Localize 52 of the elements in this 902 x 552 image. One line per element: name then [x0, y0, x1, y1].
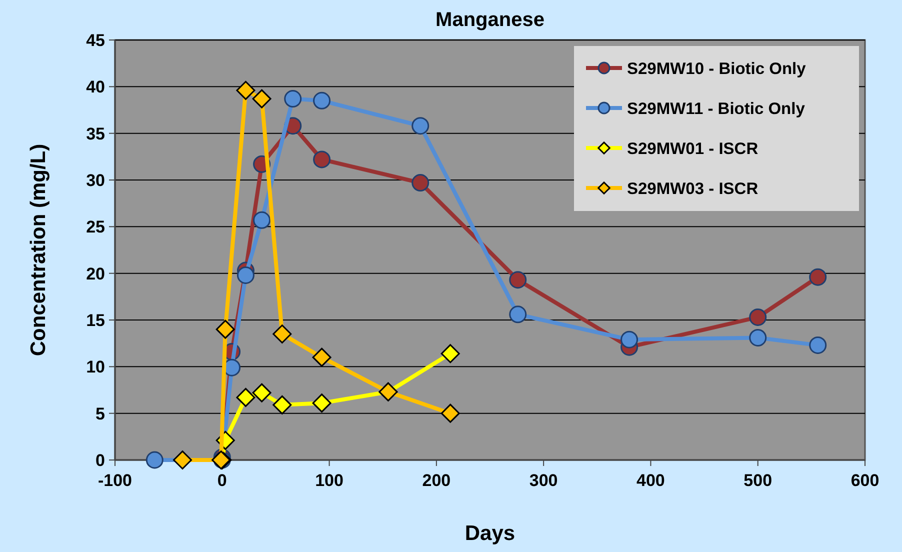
point [440, 404, 460, 423]
y-tick-label: 15 [86, 310, 105, 330]
x-tick-label: 100 [315, 471, 344, 490]
legend-label: S29MW11 - Biotic Only [627, 100, 806, 118]
legend-label: S29MW03 - ISCR [627, 180, 758, 198]
x-tick-label: 300 [529, 471, 558, 490]
point [216, 320, 235, 339]
x-axis-title: Days [464, 522, 516, 545]
y-tick-label: 35 [86, 124, 105, 144]
point [749, 308, 767, 326]
point [236, 266, 254, 284]
legend-label: S29MW10 - Biotic Only [627, 60, 807, 78]
x-tick-label: 500 [744, 471, 772, 490]
point [809, 336, 827, 354]
point [809, 268, 827, 286]
y-tick-label: 10 [86, 358, 105, 377]
point [236, 388, 256, 407]
y-tick-label: 40 [86, 78, 105, 97]
point [313, 92, 331, 110]
point [620, 330, 638, 348]
point [412, 117, 430, 135]
x-tick-label: 400 [636, 471, 665, 490]
point [509, 271, 527, 289]
point [146, 451, 164, 469]
point [236, 80, 256, 100]
point [252, 89, 272, 108]
x-tick-label: 0 [217, 471, 227, 490]
x-tick-label: -100 [98, 471, 132, 490]
y-axis-title: Concentration (mg/L) [27, 144, 50, 356]
chart-title: Manganese [436, 9, 544, 31]
point [412, 174, 430, 192]
x-tick-label: 600 [850, 471, 880, 490]
point [509, 306, 527, 324]
point [312, 348, 332, 367]
point [272, 324, 292, 344]
legend-label: S29MW01 - ISCR [627, 140, 758, 158]
y-tick-label: 5 [96, 404, 105, 424]
y-tick-label: 20 [86, 264, 105, 284]
y-tick-label: 25 [86, 218, 105, 237]
point [173, 450, 192, 470]
y-tick-label: 30 [86, 170, 105, 190]
x-tick-label: 200 [422, 471, 451, 490]
point [253, 211, 271, 229]
y-tick-label: 45 [86, 30, 105, 50]
point [252, 383, 272, 402]
point [284, 90, 302, 108]
point [440, 344, 460, 364]
y-tick-label: 0 [96, 450, 105, 470]
point [312, 394, 332, 413]
point [272, 395, 292, 414]
point [749, 328, 767, 346]
point [313, 150, 331, 168]
